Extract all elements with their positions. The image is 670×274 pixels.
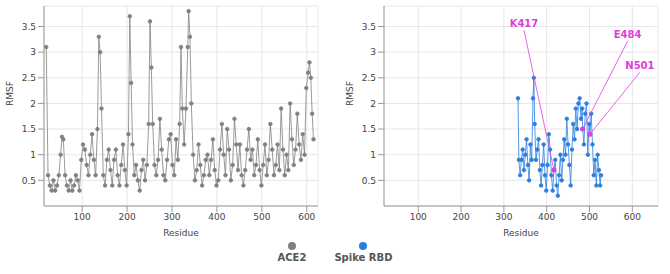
svg-text:3: 3 — [370, 47, 376, 57]
svg-text:500: 500 — [253, 212, 270, 222]
svg-text:RMSF: RMSF — [8, 81, 15, 106]
svg-text:N501: N501 — [625, 60, 654, 71]
svg-text:1.5: 1.5 — [22, 124, 36, 134]
svg-text:K417: K417 — [510, 18, 539, 29]
svg-text:Residue: Residue — [163, 228, 199, 238]
svg-text:2.5: 2.5 — [362, 73, 376, 83]
svg-text:2.5: 2.5 — [22, 73, 36, 83]
svg-text:400: 400 — [538, 212, 555, 222]
svg-text:100: 100 — [74, 212, 91, 222]
svg-text:600: 600 — [624, 212, 641, 222]
html-text:Spike RBD: Spike RBD — [334, 252, 393, 263]
svg-text:500: 500 — [581, 212, 598, 222]
svg-text:1: 1 — [370, 150, 376, 160]
svg-text:2: 2 — [370, 99, 376, 109]
html-text:ACE2: ACE2 — [277, 252, 307, 263]
svg-text:300: 300 — [163, 212, 180, 222]
svg-text:1.5: 1.5 — [362, 124, 376, 134]
svg-text:0.5: 0.5 — [362, 176, 376, 186]
svg-text:E484: E484 — [614, 29, 642, 40]
svg-text:3.5: 3.5 — [362, 22, 376, 32]
svg-text:100: 100 — [410, 212, 427, 222]
svg-text:1: 1 — [30, 150, 36, 160]
svg-text:0.5: 0.5 — [22, 176, 36, 186]
svg-text:600: 600 — [298, 212, 315, 222]
svg-text:300: 300 — [495, 212, 512, 222]
svg-text:2: 2 — [30, 99, 36, 109]
svg-text:3.5: 3.5 — [22, 22, 36, 32]
svg-text:400: 400 — [208, 212, 225, 222]
svg-text:Residue: Residue — [503, 228, 539, 238]
svg-text:RMSF: RMSF — [345, 81, 355, 106]
svg-text:200: 200 — [119, 212, 136, 222]
svg-text:200: 200 — [452, 212, 469, 222]
svg-text:3: 3 — [30, 47, 36, 57]
